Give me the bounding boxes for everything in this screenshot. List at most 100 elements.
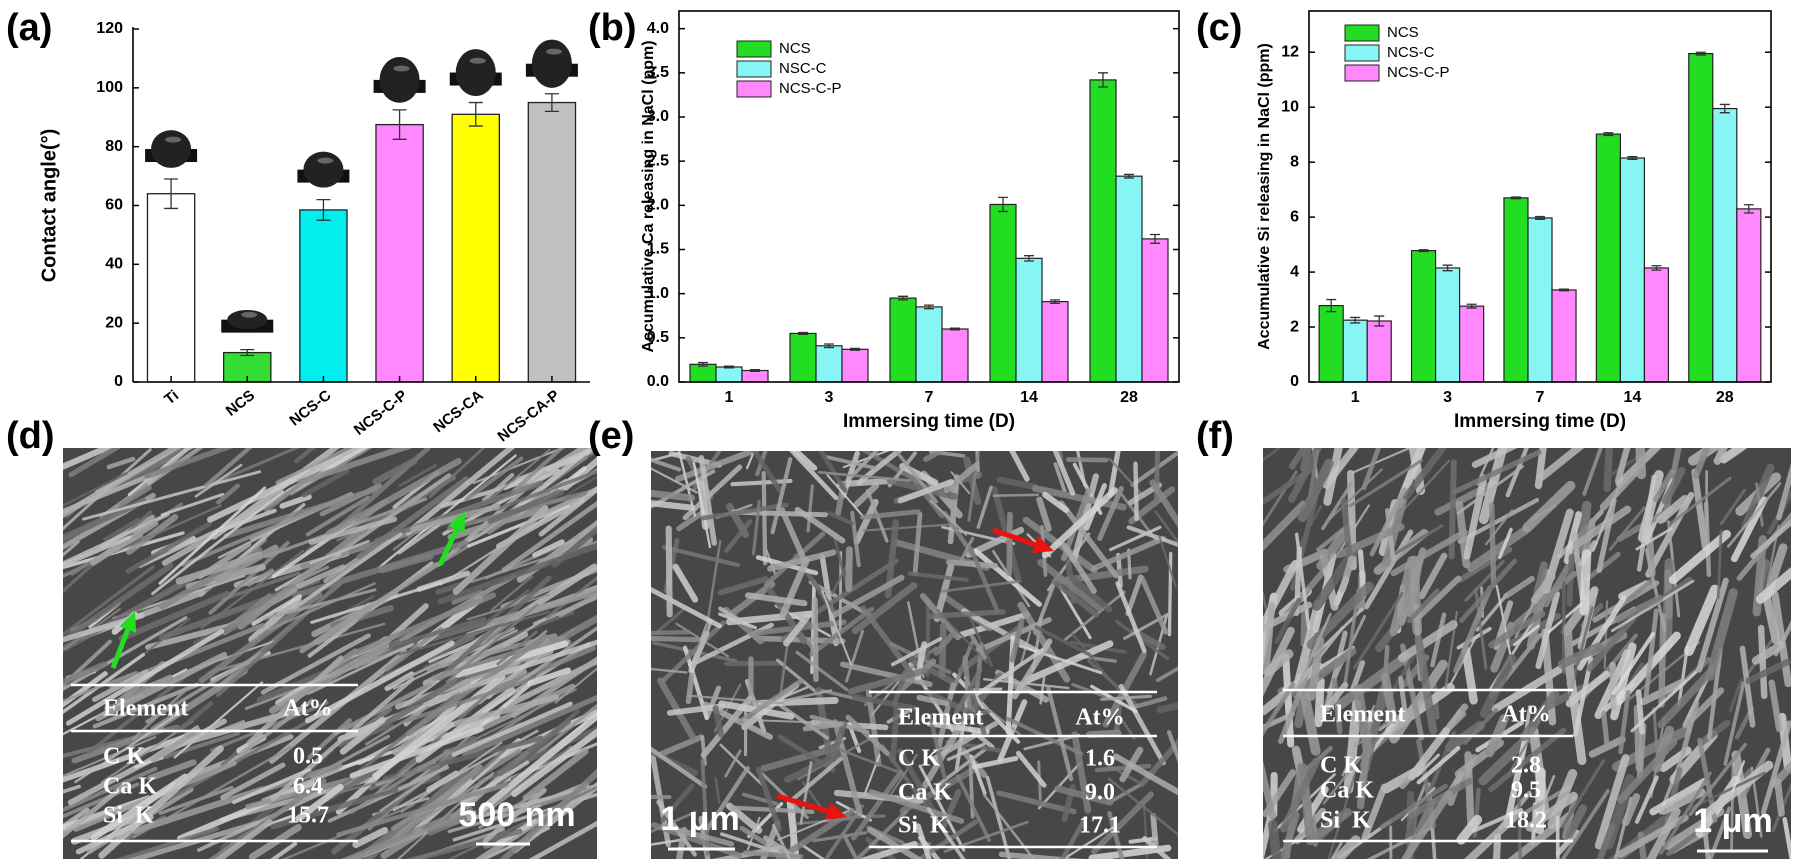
crystal: [404, 448, 516, 536]
crystal: [1323, 448, 1343, 506]
error-bar: [544, 93, 559, 113]
crystal: [1637, 470, 1664, 543]
crystal: [1407, 556, 1424, 618]
crystal: [452, 505, 549, 595]
crystal: [1031, 485, 1127, 511]
crystal: [1471, 448, 1518, 468]
crystal: [770, 457, 793, 535]
crystal: [325, 457, 462, 537]
crystal: [1094, 763, 1152, 773]
panel-label: (f): [1196, 415, 1234, 457]
crystal: [938, 622, 947, 678]
crystal: [677, 451, 697, 517]
crystal: [103, 517, 140, 542]
crystal: [340, 806, 474, 859]
error-bar: [924, 304, 934, 310]
crystal: [144, 448, 234, 479]
crystal: [907, 571, 969, 582]
error-bar: [1050, 299, 1060, 305]
legend-swatch: [736, 40, 772, 58]
crystal: [926, 721, 990, 735]
legend-label: NCS: [779, 40, 811, 57]
error-bar: [998, 196, 1008, 213]
crystal: [1703, 501, 1712, 577]
crystal: [147, 759, 197, 782]
crystal: [268, 642, 390, 714]
crystal: [200, 549, 304, 630]
panel-label: (a): [6, 7, 52, 49]
crystal: [494, 469, 597, 512]
crystal: [1061, 542, 1097, 594]
crystal: [1635, 689, 1645, 735]
crystal: [194, 463, 243, 498]
crystal: [1314, 677, 1325, 728]
y-axis-label: Contact angle(°): [38, 129, 60, 283]
panel-label: (b): [588, 7, 637, 49]
table-cell: 0.5: [293, 744, 323, 770]
crystal: [1719, 488, 1746, 526]
crystal: [478, 711, 597, 813]
crystal: [295, 564, 346, 589]
x-tick-label: NCS-C: [286, 387, 334, 430]
crystal: [1517, 792, 1522, 859]
bar: [1688, 52, 1714, 383]
crystal: [246, 568, 274, 587]
crystal: [1771, 782, 1791, 833]
crystal: [1596, 497, 1617, 573]
crystal: [1682, 687, 1725, 729]
x-tick-label: 7: [1536, 389, 1545, 406]
crystal: [973, 648, 1045, 698]
crystal: [718, 606, 744, 625]
crystal: [775, 807, 856, 859]
crystal: [1009, 617, 1025, 663]
crystal: [890, 636, 943, 667]
bar: [1410, 250, 1437, 383]
crystal: [851, 769, 904, 841]
crystal: [90, 519, 159, 566]
error-bar: [1651, 265, 1662, 271]
crystal: [662, 545, 740, 568]
crystal: [1340, 497, 1354, 566]
crystal: [522, 748, 589, 802]
crystal: [1288, 448, 1323, 503]
crystal: [699, 765, 750, 842]
crystal: [1061, 826, 1114, 859]
crystal: [1408, 777, 1473, 819]
crystal: [714, 776, 721, 804]
crystal: [915, 823, 932, 859]
crystal: [845, 714, 890, 756]
crystal: [295, 783, 344, 822]
crystal: [1295, 612, 1332, 690]
crystal: [651, 810, 697, 834]
crystal: [1339, 555, 1356, 593]
crystal: [1635, 448, 1647, 480]
crystal: [814, 558, 899, 615]
crystal: [1263, 601, 1313, 633]
crystal: [527, 667, 571, 687]
crystal: [943, 462, 980, 494]
bar: [889, 297, 917, 383]
error-bar: [750, 368, 760, 373]
crystal: [63, 497, 147, 542]
crystal: [672, 563, 699, 603]
bar: [1619, 157, 1646, 383]
crystal: [660, 823, 735, 847]
crystal: [482, 787, 547, 844]
crystal: [1535, 591, 1560, 670]
crystal: [1328, 468, 1383, 521]
crystal: [868, 789, 965, 824]
crystal: [173, 681, 264, 759]
crystal: [1491, 658, 1576, 713]
crystal: [1361, 783, 1388, 842]
crystal: [214, 819, 273, 859]
y-axis-label: Accumulative Ca releasing in NaCl (ppm): [640, 40, 657, 352]
crystal: [936, 608, 988, 664]
error-bar: [824, 343, 834, 349]
y-tick-label: 40: [105, 256, 123, 273]
x-tick-label: 3: [825, 389, 834, 406]
crystal: [63, 540, 80, 557]
error-bar: [468, 101, 483, 127]
crystal: [806, 484, 814, 533]
crystal: [685, 672, 695, 705]
crystal: [309, 539, 370, 565]
